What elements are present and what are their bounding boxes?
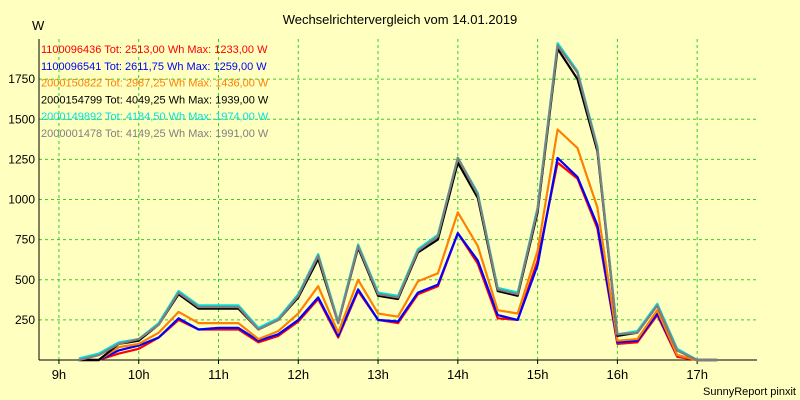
x-tick-label: 15h [527,367,549,382]
legend-entry: 2000001478 Tot: 4149,25 Wh Max: 1991,00 … [41,128,269,140]
y-tick-label: 1000 [8,193,35,207]
x-tick-label: 12h [287,367,309,382]
x-tick-label: 17h [686,367,708,382]
y-axis-label: W [32,18,45,33]
legend-entry: 2000149892 Tot: 4184,50 Wh Max: 1974,00 … [41,111,269,123]
x-tick-labels: 9h 10h 11h 12h 13h 14h 15h 16h 17h [52,367,708,382]
y-tick-label: 1250 [8,152,35,166]
x-tick-label: 9h [52,367,66,382]
x-tick-label: 14h [447,367,469,382]
legend-entry: 1100096541 Tot: 2611,75 Wh Max: 1259,00 … [41,61,267,73]
series-line-2000001478 [78,44,718,362]
chart-title: Wechselrichtervergleich vom 14.01.2019 [283,12,518,27]
legend-entry: 2000154799 Tot: 4049,25 Wh Max: 1939,00 … [41,94,269,106]
y-tick-label: 1500 [8,112,35,126]
series-line-2000150822 [78,128,718,362]
y-tick-label: 500 [15,273,35,287]
x-tick-label: 11h [208,367,229,382]
y-tick-label: 750 [15,233,35,247]
y-tick-labels: 250 500 750 1000 1250 1500 1750 [8,72,35,327]
x-tick-label: 16h [607,367,629,382]
legend: 1100096436 Tot: 2513,00 Wh Max: 1233,00 … [41,44,269,140]
footer-credit: SunnyReport pinxit [703,386,796,398]
legend-entry: 2000150822 Tot: 2987,25 Wh Max: 1436,00 … [41,78,269,90]
series-lines [78,42,718,362]
x-tick-label: 10h [128,367,150,382]
y-tick-label: 1750 [8,72,35,86]
y-tick-label: 250 [15,313,35,327]
x-tick-label: 13h [367,367,389,382]
legend-entry: 1100096436 Tot: 2513,00 Wh Max: 1233,00 … [41,44,268,56]
